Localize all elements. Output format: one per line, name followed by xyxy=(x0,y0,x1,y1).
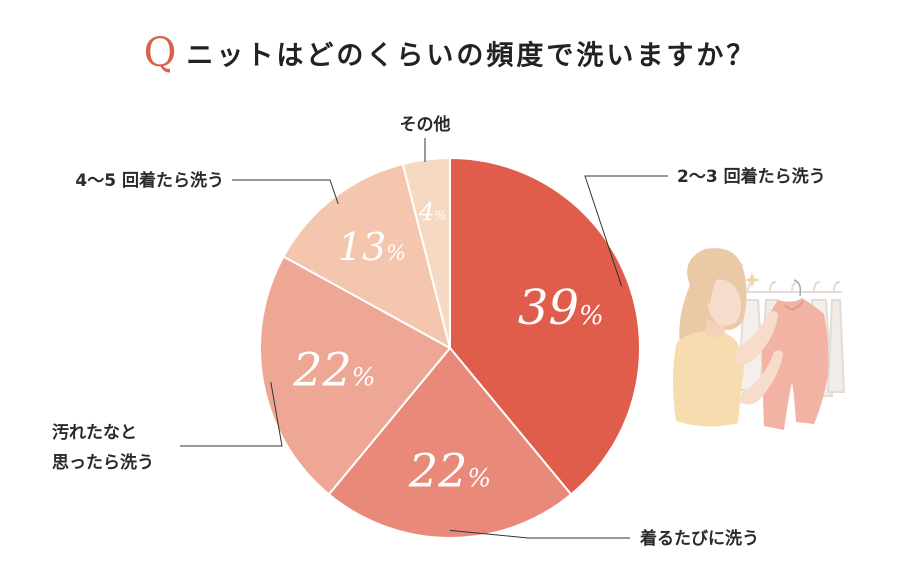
pie-slice-4 xyxy=(282,162,452,350)
category-label-3: 汚れたなと思ったら洗う xyxy=(52,422,154,473)
category-label-2: 着るたびに洗う xyxy=(639,528,759,549)
percentage-label-1: 39% xyxy=(518,280,604,336)
pie-slice-5 xyxy=(401,156,451,349)
pie-slice-3 xyxy=(259,255,452,496)
leader-line-1 xyxy=(584,175,668,287)
woman-holding-sweater-illustration xyxy=(673,248,846,430)
percentage-label-5: 4% xyxy=(418,198,447,226)
percentage-labels: 39% 22% 22% 13% 4% xyxy=(292,198,604,497)
pie-slice-2 xyxy=(327,346,573,539)
category-label-5: その他 xyxy=(400,114,451,135)
pie-slice-1 xyxy=(449,156,641,496)
question-mark-q: Q xyxy=(143,30,177,76)
pie-slices xyxy=(259,156,641,539)
chart-title: Q ニットはどのくらいの頻度で洗いますか？ xyxy=(0,30,900,76)
leader-lines xyxy=(180,138,668,539)
percentage-label-4: 13% xyxy=(338,225,406,269)
category-label-1: 2〜3 回着たら洗う xyxy=(677,166,826,187)
category-label-4: 4〜5 回着たら洗う xyxy=(75,170,224,191)
leader-line-4 xyxy=(232,179,339,205)
percentage-label-2: 22% xyxy=(408,444,491,498)
leader-line-2 xyxy=(449,529,630,539)
leader-line-3 xyxy=(180,382,283,447)
percentage-label-3: 22% xyxy=(292,342,375,396)
question-text: ニットはどのくらいの頻度で洗いますか？ xyxy=(186,40,757,72)
